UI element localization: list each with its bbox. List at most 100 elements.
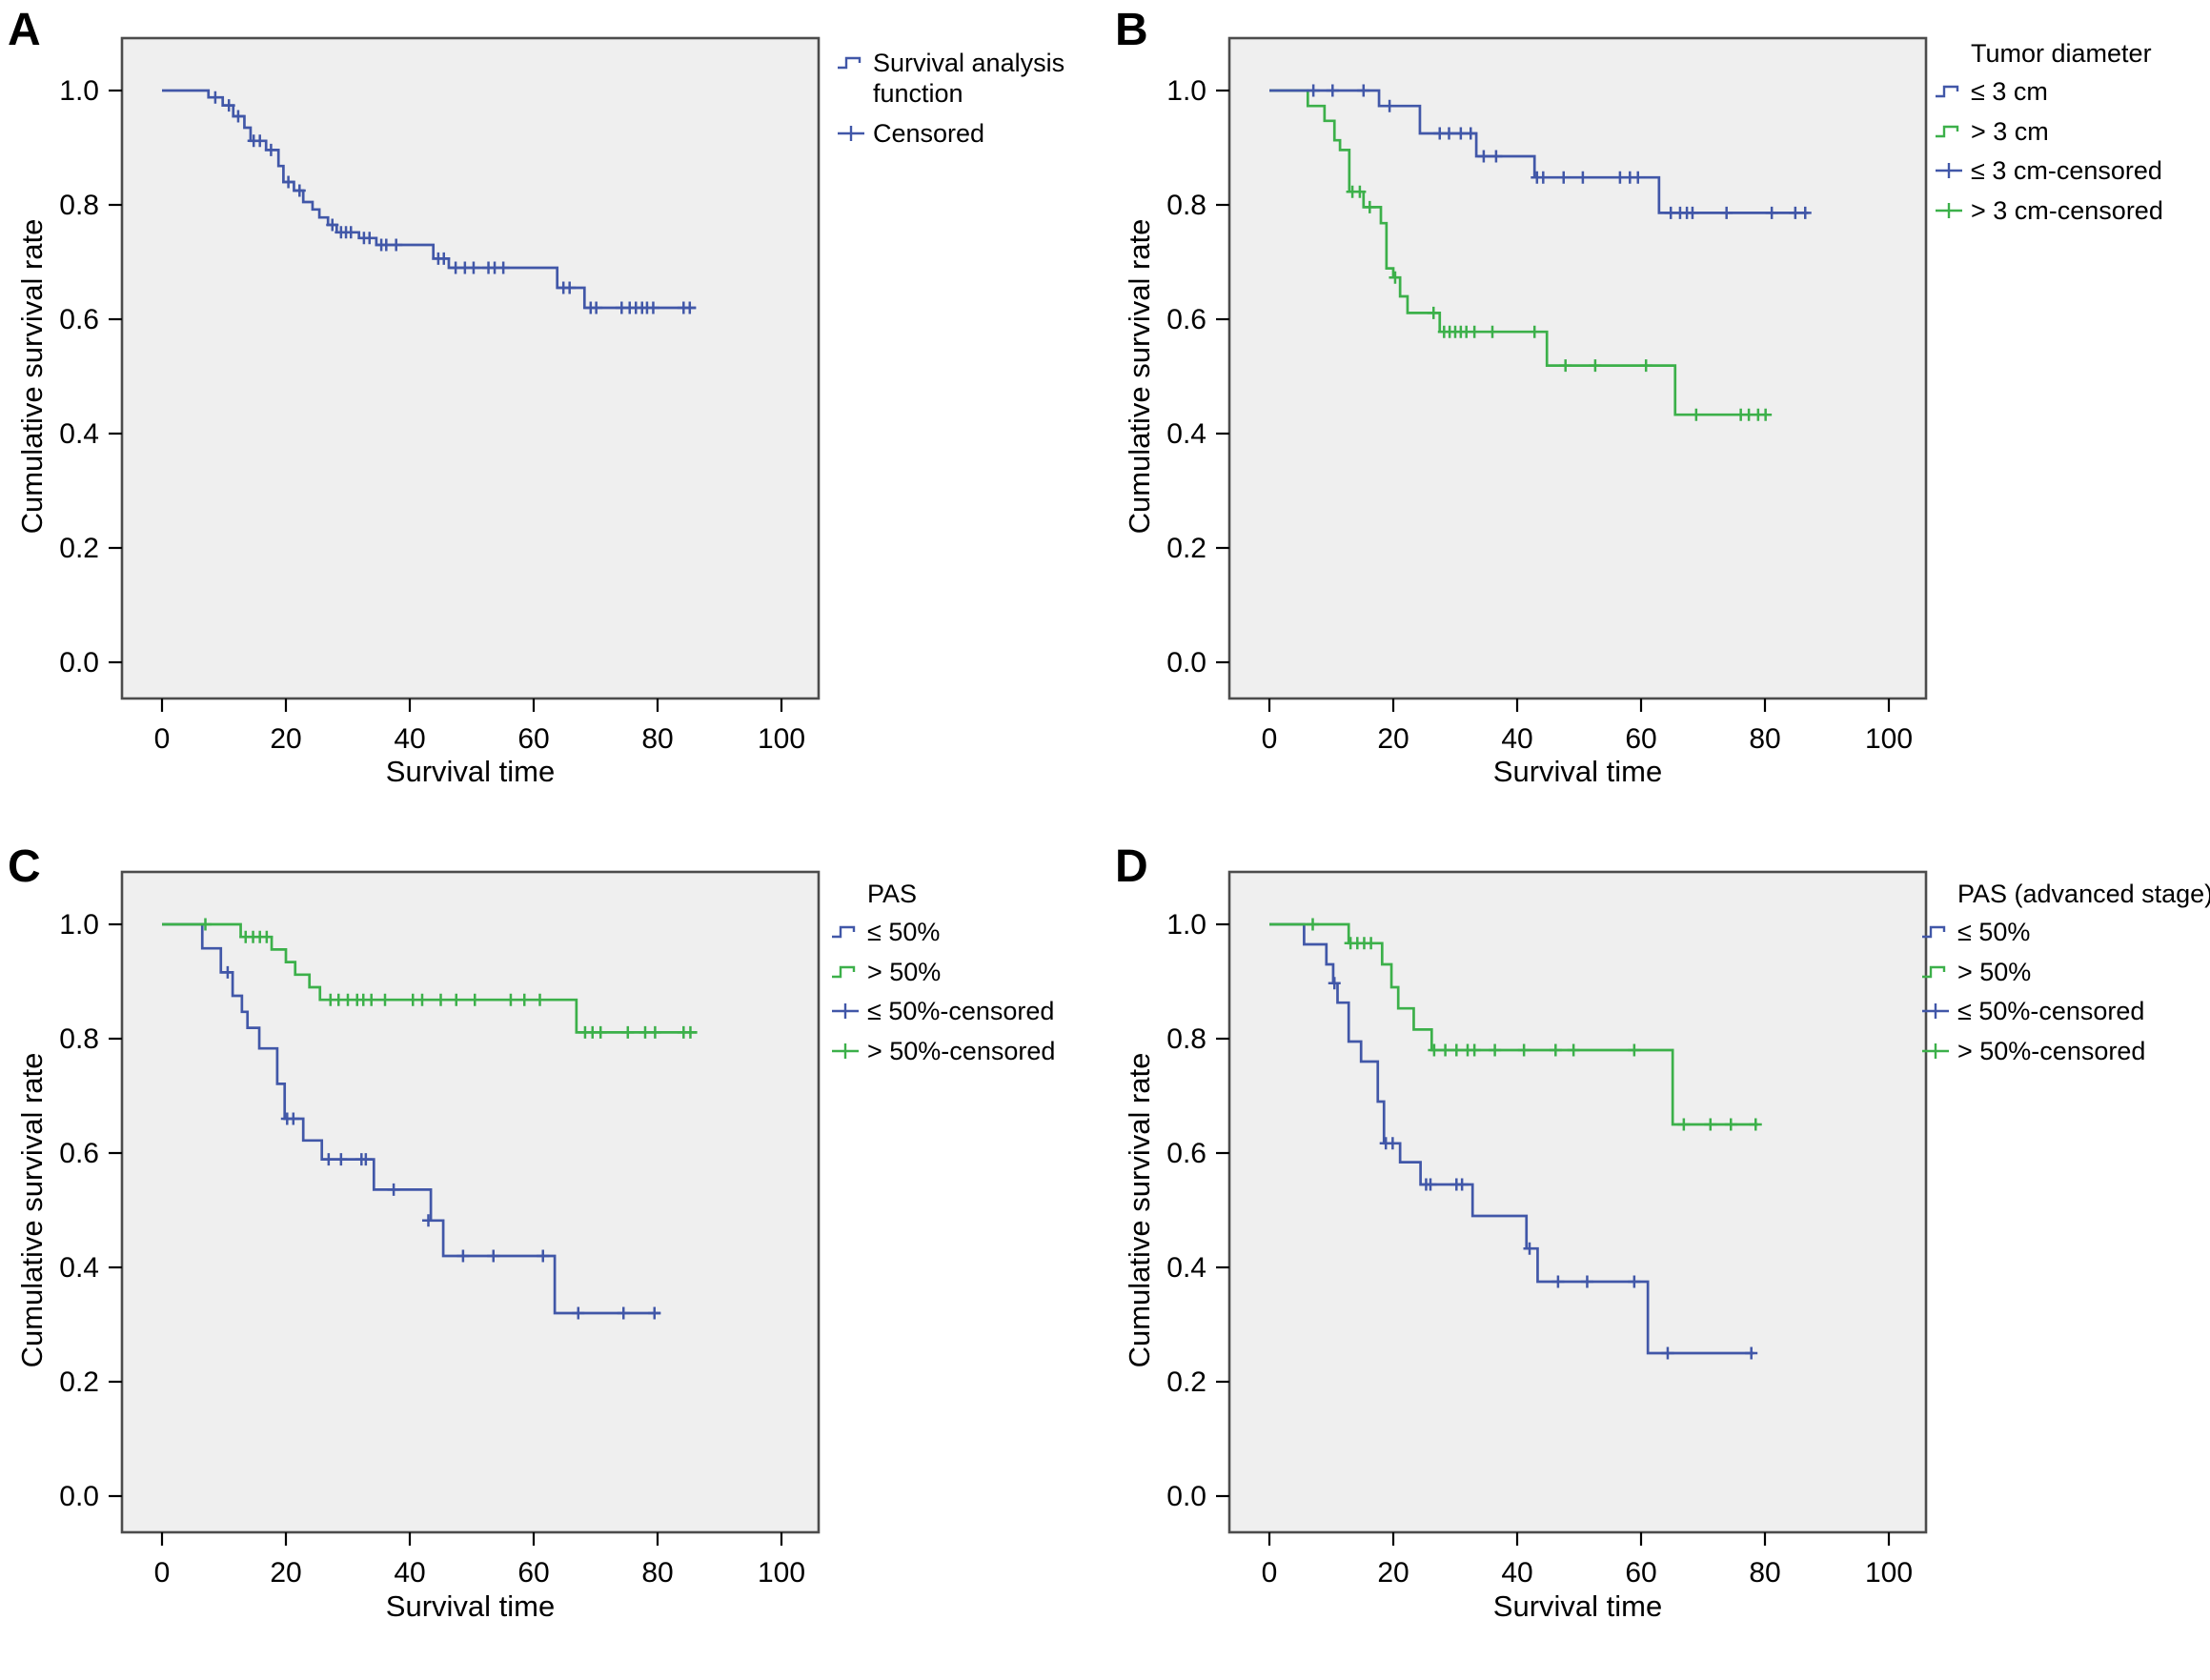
- step-line-icon: [1922, 926, 1946, 939]
- survival-curve: [1269, 89, 1809, 214]
- y-tick-label: 0.4: [1166, 1252, 1206, 1284]
- legend-label: > 50%-censored: [1957, 1036, 2146, 1065]
- legend-title: PAS: [867, 880, 918, 908]
- legend-label: Censored: [873, 118, 985, 148]
- censor-marks: [1328, 977, 1758, 1360]
- legend-label: ≤ 50%: [1957, 918, 2031, 947]
- legend-entry: Censored: [837, 118, 1083, 149]
- censored-plus-icon: [832, 1003, 859, 1020]
- y-tick-label: 0.0: [1166, 647, 1206, 678]
- censor-marks: [1307, 84, 1812, 219]
- step-line-icon: [838, 56, 862, 70]
- x-tick-label: 100: [1865, 723, 1913, 755]
- y-tick-label: 1.0: [1166, 75, 1206, 107]
- x-tick-label: 20: [1377, 1557, 1409, 1589]
- step-line-icon: [832, 965, 856, 978]
- x-axis-title: Survival time: [1492, 1589, 1663, 1623]
- y-tick-label: 0.0: [59, 647, 99, 678]
- x-tick-label: 100: [1865, 1557, 1913, 1589]
- legend-panel-b: Tumor diameter ≤ 3 cm > 3 cm ≤ 3 cm-censore…: [1935, 38, 2163, 234]
- legend-panel-d: PAS (advanced stage) ≤ 50% > 50% ≤ 50%-cens…: [1921, 879, 2210, 1075]
- x-tick-label: 40: [394, 723, 425, 755]
- legend-entry: > 3 cm-censored: [1935, 195, 2163, 226]
- y-axis-title: Cumulative survival rate: [15, 1052, 49, 1368]
- legend-label: > 3 cm: [1971, 116, 2049, 146]
- censor-marks: [1307, 918, 1762, 1131]
- x-tick-label: 60: [1625, 723, 1656, 755]
- censored-plus-icon: [1922, 1042, 1949, 1059]
- y-tick-label: 0.4: [59, 1252, 99, 1284]
- y-tick-label: 1.0: [59, 75, 99, 107]
- plot-box: [1227, 36, 1928, 700]
- legend-label: ≤ 3 cm-censored: [1971, 156, 2162, 186]
- censor-marks: [221, 965, 661, 1320]
- censor-marks: [1346, 185, 1773, 421]
- legend-entry: ≤ 3 cm: [1935, 76, 2163, 107]
- y-tick-label: 0.2: [1166, 533, 1206, 564]
- x-tick-label: 80: [641, 723, 673, 755]
- plot-box: [120, 870, 821, 1534]
- legend-title: Tumor diameter: [1971, 39, 2152, 68]
- x-tick-label: 40: [394, 1557, 425, 1589]
- x-tick-label: 20: [270, 723, 301, 755]
- legend-entry: ≤ 50%-censored: [831, 996, 1055, 1026]
- x-tick-label: 40: [1501, 723, 1532, 755]
- plot-box: [1227, 870, 1928, 1534]
- legend-panel-a: Survival analysis function Censored: [837, 48, 1083, 157]
- x-tick-label: 60: [1625, 1557, 1656, 1589]
- legend-panel-c: PAS ≤ 50% > 50% ≤ 50%-censored > 50%-censore…: [831, 879, 1055, 1075]
- x-axis-title: Survival time: [385, 1589, 556, 1623]
- x-tick-label: 0: [154, 723, 171, 755]
- legend-entry: > 50%-censored: [1921, 1036, 2210, 1066]
- panel-d: 1.0 0.8 0.6 0.4 0.2 0.0 0 20 40 60 80 100: [1166, 870, 1928, 1589]
- step-line-icon: [1936, 125, 1959, 137]
- x-tick-label: 0: [1262, 723, 1278, 755]
- x-tick-label: 80: [1749, 1557, 1780, 1589]
- y-tick-label: 0.0: [59, 1481, 99, 1512]
- legend-entry: > 50%: [1921, 957, 2210, 987]
- legend-label: > 3 cm-censored: [1971, 195, 2163, 225]
- legend-label: Survival analysis function: [873, 49, 1065, 109]
- panel-label-d: D: [1115, 841, 1148, 892]
- x-tick-label: 80: [641, 1557, 673, 1589]
- legend-label: ≤ 50%-censored: [867, 997, 1055, 1026]
- legend-label: > 50%-censored: [867, 1036, 1056, 1065]
- x-axis-title: Survival time: [385, 755, 556, 788]
- x-tick-label: 100: [758, 723, 805, 755]
- step-line-icon: [1922, 965, 1946, 978]
- x-tick-label: 80: [1749, 723, 1780, 755]
- legend-entry: ≤ 50%: [831, 917, 1055, 947]
- y-tick-label: 1.0: [59, 909, 99, 941]
- censored-plus-icon: [832, 1042, 859, 1059]
- panel-label-b: B: [1115, 5, 1148, 55]
- legend-label: ≤ 50%: [867, 918, 941, 947]
- panel-b: 1.0 0.8 0.6 0.4 0.2 0.0 0 20 40 60 80 100: [1166, 36, 1928, 755]
- y-tick-label: 0.2: [1166, 1366, 1206, 1398]
- y-axis-title: Cumulative survival rate: [1123, 218, 1156, 535]
- x-tick-label: 0: [154, 1557, 171, 1589]
- panel-label-c: C: [8, 841, 41, 892]
- y-tick-label: 0.2: [59, 533, 99, 564]
- y-tick-label: 0.6: [1166, 304, 1206, 335]
- y-tick-label: 1.0: [1166, 909, 1206, 941]
- y-tick-label: 0.4: [59, 418, 99, 450]
- y-tick-label: 0.6: [59, 1138, 99, 1169]
- censored-plus-icon: [1936, 202, 1962, 218]
- x-tick-label: 20: [270, 1557, 301, 1589]
- legend-label: ≤ 3 cm: [1971, 77, 2048, 107]
- legend-label: > 50%: [867, 957, 942, 986]
- step-line-icon: [1936, 86, 1959, 98]
- x-axis-title: Survival time: [1492, 755, 1663, 788]
- censored-plus-icon: [1936, 163, 1962, 179]
- legend-entry: ≤ 50%-censored: [1921, 996, 2210, 1026]
- x-tick-label: 100: [758, 1557, 805, 1589]
- y-tick-label: 0.8: [59, 190, 99, 221]
- x-tick-label: 60: [517, 1557, 549, 1589]
- panel-label-a: A: [8, 5, 41, 55]
- x-tick-label: 20: [1377, 723, 1409, 755]
- x-tick-label: 40: [1501, 1557, 1532, 1589]
- panel-a: 1.0 0.8 0.6 0.4 0.2 0.0 0 20 40 60 80 100: [59, 36, 821, 755]
- x-tick-label: 60: [517, 723, 549, 755]
